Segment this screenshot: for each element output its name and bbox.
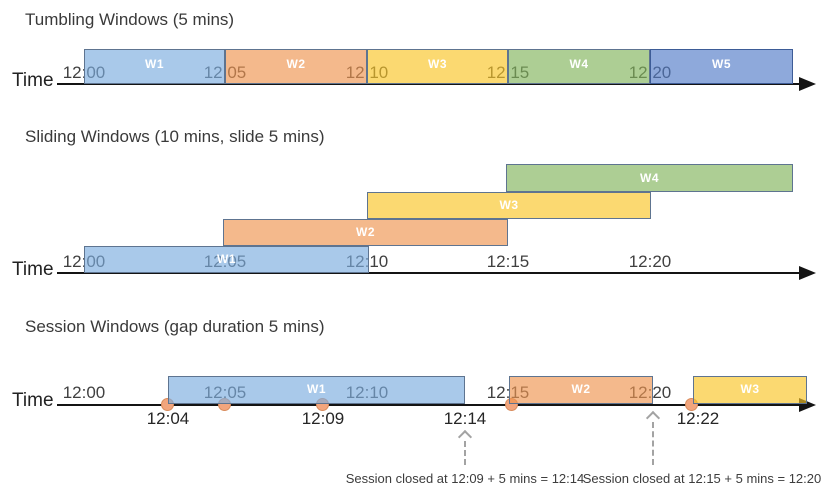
dashed-up-arrow-icon	[645, 410, 661, 426]
tick-label: 12:00	[62, 252, 106, 271]
event-time-label: 12:22	[676, 409, 720, 428]
tick-label: 12:10	[345, 63, 389, 82]
tick-label: 12:20	[628, 63, 672, 82]
window-label: W5	[712, 57, 731, 71]
event-dot	[505, 398, 518, 411]
time-axis-arrowhead-icon	[799, 77, 816, 91]
session-close-annotation: Session closed at 12:09 + 5 mins = 12:14	[345, 471, 585, 486]
event-dot	[161, 398, 174, 411]
window-box: W3	[693, 376, 807, 404]
time-axis-label: Time	[12, 70, 54, 91]
window-label: W3	[499, 198, 519, 212]
tick-label: 12:00	[62, 63, 106, 82]
tick-label: 12:20	[628, 383, 672, 402]
window-label: W2	[571, 382, 591, 396]
section-title-sliding: Sliding Windows (10 mins, slide 5 mins)	[25, 127, 325, 146]
window-label: W4	[569, 57, 589, 71]
time-axis-arrowhead-icon	[799, 266, 816, 280]
window-box: W1	[168, 376, 465, 404]
window-box: W2	[509, 376, 653, 404]
window-box: W3	[367, 49, 508, 84]
tick-label: 12:15	[486, 252, 530, 271]
event-time-label: 12:04	[146, 409, 190, 428]
tick-label: 12:15	[486, 63, 530, 82]
window-label: W2	[286, 57, 306, 71]
window-box: W1	[84, 49, 225, 84]
tick-label: 12:20	[628, 252, 672, 271]
event-dot	[685, 398, 698, 411]
time-axis-line	[57, 404, 802, 406]
window-box: W4	[506, 164, 793, 192]
tick-label: 12:05	[203, 383, 247, 402]
time-axis-line	[57, 272, 802, 274]
dashed-arrow-stem	[652, 422, 654, 465]
window-label: W1	[145, 57, 164, 71]
window-label: W4	[640, 171, 659, 185]
tick-label: 12:10	[345, 252, 389, 271]
window-box: W1	[84, 246, 369, 273]
section-title-tumbling: Tumbling Windows (5 mins)	[25, 10, 235, 29]
window-label: W2	[356, 225, 375, 239]
event-dot	[316, 398, 329, 411]
time-axis-label: Time	[12, 259, 54, 280]
tick-label: 12:15	[486, 383, 530, 402]
window-label: W3	[428, 57, 447, 71]
time-axis-line	[57, 83, 802, 85]
window-box: W4	[508, 49, 650, 84]
dashed-up-arrow-icon	[457, 429, 473, 445]
tick-label: 12:05	[203, 252, 247, 271]
window-box: W5	[650, 49, 793, 84]
event-time-label: 12:09	[301, 409, 345, 428]
time-axis-label: Time	[12, 390, 54, 411]
tick-label: 12:05	[203, 63, 247, 82]
window-label: W3	[740, 382, 760, 396]
event-dot	[218, 398, 231, 411]
time-axis-arrowhead-icon	[799, 398, 816, 412]
event-time-label: 12:14	[443, 409, 487, 428]
section-title-session: Session Windows (gap duration 5 mins)	[25, 317, 325, 336]
window-box: W2	[223, 219, 508, 246]
window-box: W2	[225, 49, 367, 84]
window-box: W3	[367, 192, 651, 219]
session-close-annotation: Session closed at 12:15 + 5 mins = 12:20	[582, 471, 822, 486]
dashed-arrow-stem	[464, 441, 466, 465]
tick-label: 12:10	[345, 383, 389, 402]
tick-label: 12:00	[62, 383, 106, 402]
window-label: W1	[307, 382, 326, 396]
window-label: W1	[217, 252, 236, 266]
